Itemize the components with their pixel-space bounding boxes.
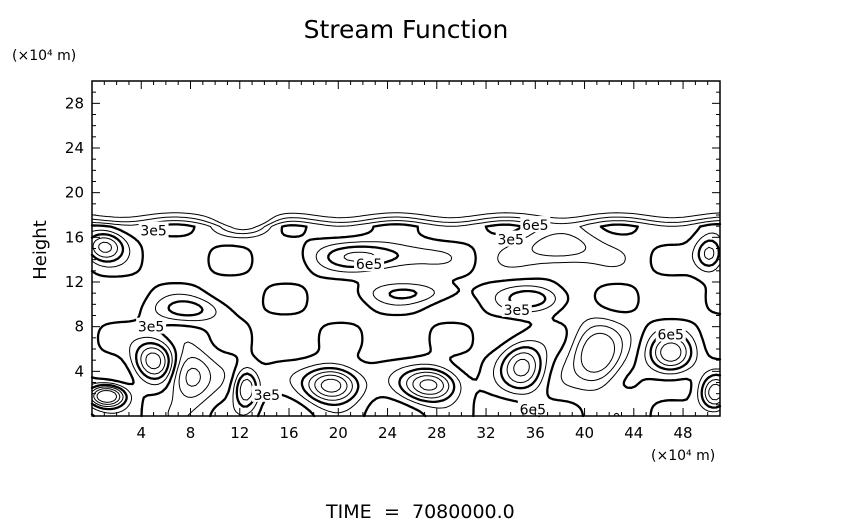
contour-line: [93, 241, 721, 405]
contour-label: 3e5: [140, 224, 166, 240]
contour-label: 3e5: [504, 303, 530, 319]
contour-label: 3e5: [497, 233, 523, 249]
x-tick-label: 16: [279, 424, 298, 442]
x-tick-label: 20: [329, 424, 348, 442]
contour-label-bg: [251, 385, 282, 402]
contour-label-bg: [495, 230, 526, 247]
x-tick-label: 24: [378, 424, 397, 442]
contour-line: [91, 237, 721, 407]
x-tick-label: 4: [136, 424, 146, 442]
contour-label: 6e5: [658, 327, 684, 343]
x-unit-label: (×10⁴ m): [651, 448, 715, 464]
contour-line: [91, 216, 721, 398]
y-tick-label: 28: [65, 94, 84, 112]
x-tick-label: 48: [674, 424, 693, 442]
x-tick-label: 32: [476, 424, 495, 442]
contour-label: 6e5: [520, 402, 546, 418]
chart-title: Stream Function: [304, 15, 509, 44]
plot-frame: [91, 80, 721, 417]
x-tick-label: 44: [624, 424, 643, 442]
x-tick-label: 36: [526, 424, 545, 442]
y-tick-labels: 4 8 12 16 20 24 28: [65, 94, 84, 380]
contour-label: 3e5: [138, 320, 164, 336]
x-tick-label: 28: [427, 424, 446, 442]
time-value: 7080000.0: [412, 501, 515, 519]
contour-line: [91, 229, 721, 416]
y-tick-label: 8: [74, 318, 84, 336]
y-tick-label: 16: [65, 228, 84, 246]
contour-label: 3e5: [254, 388, 280, 404]
time-label: TIME: [325, 501, 372, 519]
contour-line: [96, 378, 438, 403]
contour-field: [90, 212, 722, 418]
contour-line: [91, 212, 721, 387]
contour-label-bg: [138, 221, 169, 238]
contour-label: 6e5: [522, 218, 548, 234]
y-tick-label: 4: [74, 362, 84, 380]
contour-label-bg: [517, 400, 548, 417]
x-tick-label: 12: [230, 424, 249, 442]
x-tick-label: 40: [575, 424, 594, 442]
contour-label-bg: [655, 325, 686, 342]
contour-label-bg: [501, 300, 532, 317]
axis-ticks: [92, 81, 720, 416]
contour-label-bg: [520, 216, 551, 233]
y-axis-label: Height: [30, 220, 51, 280]
y-tick-label: 12: [65, 273, 84, 291]
contour-label-bg: [136, 317, 167, 334]
contour-label-bg: [354, 255, 385, 272]
x-tick-labels: 4 8 12 16 20 24 28 32 36 40 44 48: [136, 424, 692, 442]
contour-label: 6e5: [356, 257, 382, 273]
y-tick-label: 24: [65, 139, 84, 157]
contour-line: [90, 222, 722, 418]
y-unit-label: (×10⁴ m): [12, 48, 76, 64]
contour-line: [90, 233, 722, 411]
y-tick-label: 20: [65, 184, 84, 202]
time-equals: =: [384, 501, 400, 519]
x-tick-label: 8: [186, 424, 196, 442]
